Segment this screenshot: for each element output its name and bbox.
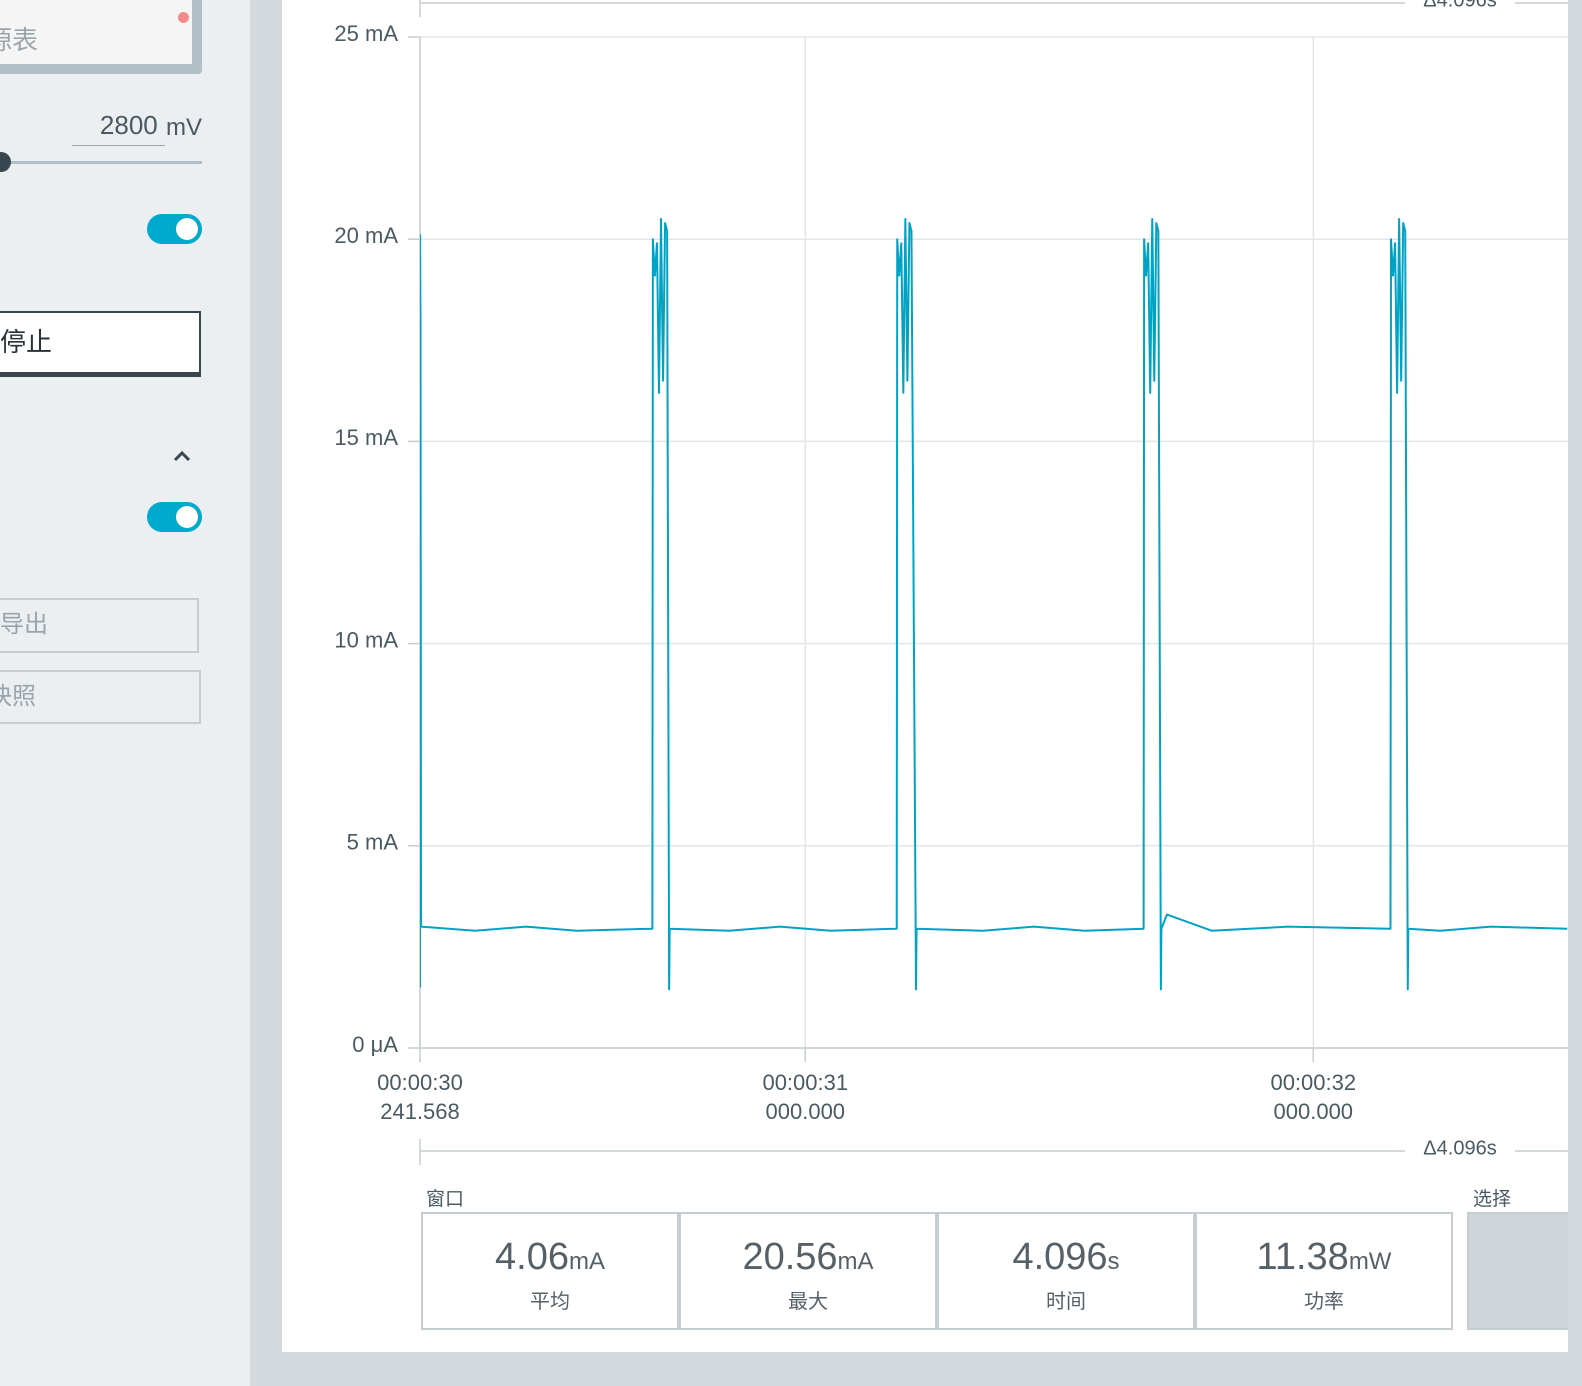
stat-unit: mA xyxy=(568,1248,605,1275)
stat-box: 4.096s 时间 xyxy=(937,1212,1195,1330)
stat-value: 11.38 xyxy=(1256,1236,1349,1278)
toggle[interactable] xyxy=(147,502,202,532)
sidebar: 源表 2800 mV 停止 导出 快照 xyxy=(0,0,250,1386)
stat-label: 最大 xyxy=(788,1291,828,1313)
slider-track[interactable] xyxy=(0,161,202,164)
voltage-input[interactable]: 2800 xyxy=(72,110,165,146)
stat-value-line: 11.38mW xyxy=(1197,1236,1451,1279)
snapshot-label: 快照 xyxy=(0,683,36,710)
stat-box: 11.38mW 功率 xyxy=(1195,1212,1453,1330)
selection-label: 选择 xyxy=(1473,1189,1512,1210)
snapshot-button[interactable]: 快照 xyxy=(0,670,201,724)
scroll-edge xyxy=(1568,0,1582,1386)
x-tick-label: 00:00:32 000.000 xyxy=(1270,1070,1357,1124)
slider-knob[interactable] xyxy=(0,152,11,172)
stat-value-line: 4.096s xyxy=(939,1236,1193,1279)
stat-unit: s xyxy=(1107,1248,1120,1275)
export-label: 导出 xyxy=(0,611,48,638)
toggle[interactable] xyxy=(147,214,202,244)
stat-box: 4.06mA 平均 xyxy=(421,1212,679,1330)
voltage-unit: mV xyxy=(166,114,202,141)
main-panel xyxy=(282,0,1568,1352)
stop-label: 停止 xyxy=(0,327,53,357)
stat-unit: mW xyxy=(1348,1248,1392,1275)
chevron-up[interactable] xyxy=(168,440,208,470)
source-label: 源表 xyxy=(0,25,39,55)
stat-value: 4.096 xyxy=(1012,1236,1108,1278)
stat-label: 功率 xyxy=(1304,1291,1344,1313)
x-tick-label: 00:00:31 000.000 xyxy=(762,1070,849,1124)
stat-value: 4.06 xyxy=(495,1236,569,1278)
stop-button[interactable]: 停止 xyxy=(0,311,201,377)
stat-label: 时间 xyxy=(1046,1291,1086,1313)
selection-box xyxy=(1467,1212,1568,1330)
stat-value: 20.56 xyxy=(742,1236,838,1278)
stat-unit: mA xyxy=(837,1248,874,1275)
stat-box: 20.56mA 最大 xyxy=(679,1212,937,1330)
status-dot xyxy=(178,12,189,23)
voltage-value: 2800 xyxy=(99,110,158,140)
stat-label: 平均 xyxy=(530,1291,570,1313)
stat-value-line: 4.06mA xyxy=(423,1236,677,1279)
source-card[interactable]: 源表 xyxy=(0,0,202,74)
stat-value-line: 20.56mA xyxy=(681,1236,935,1279)
export-button[interactable]: 导出 xyxy=(0,598,199,653)
window-label: 窗口 xyxy=(426,1189,465,1210)
x-tick-label: 00:00:30 241.568 xyxy=(377,1070,463,1124)
